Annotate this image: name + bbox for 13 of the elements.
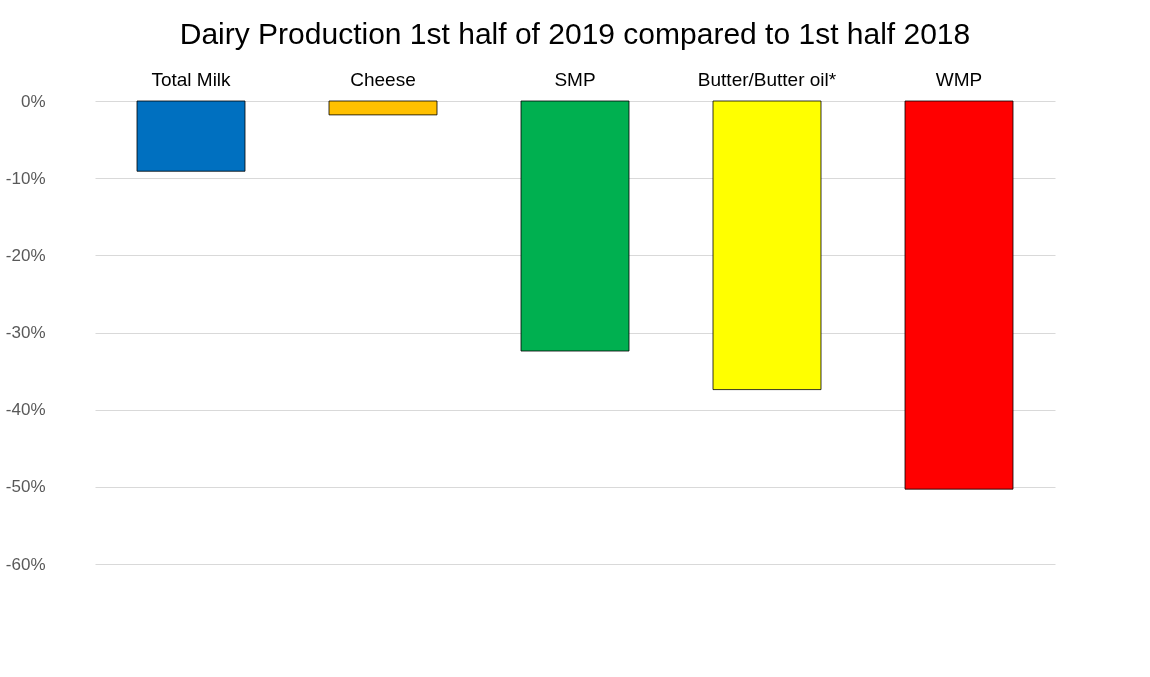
y-tick-label: -10% xyxy=(5,168,46,188)
y-tick-label: -60% xyxy=(5,554,46,574)
x-tick-label: Total Milk xyxy=(151,68,232,90)
x-tick-label: Cheese xyxy=(350,68,416,90)
x-tick-label: SMP xyxy=(554,68,596,90)
y-tick-label: -20% xyxy=(5,245,46,265)
chart-title: Dairy Production 1st half of 2019 compared to 1st half 2018 xyxy=(179,17,971,50)
y-tick-label: -30% xyxy=(5,323,46,342)
x-tick-label: WMP xyxy=(935,68,983,90)
y-tick-label: 0% xyxy=(20,91,46,111)
y-tick-label: -40% xyxy=(5,400,46,420)
y-tick-label: -50% xyxy=(5,477,46,497)
x-tick-label: Butter/Butter oil* xyxy=(697,68,837,90)
